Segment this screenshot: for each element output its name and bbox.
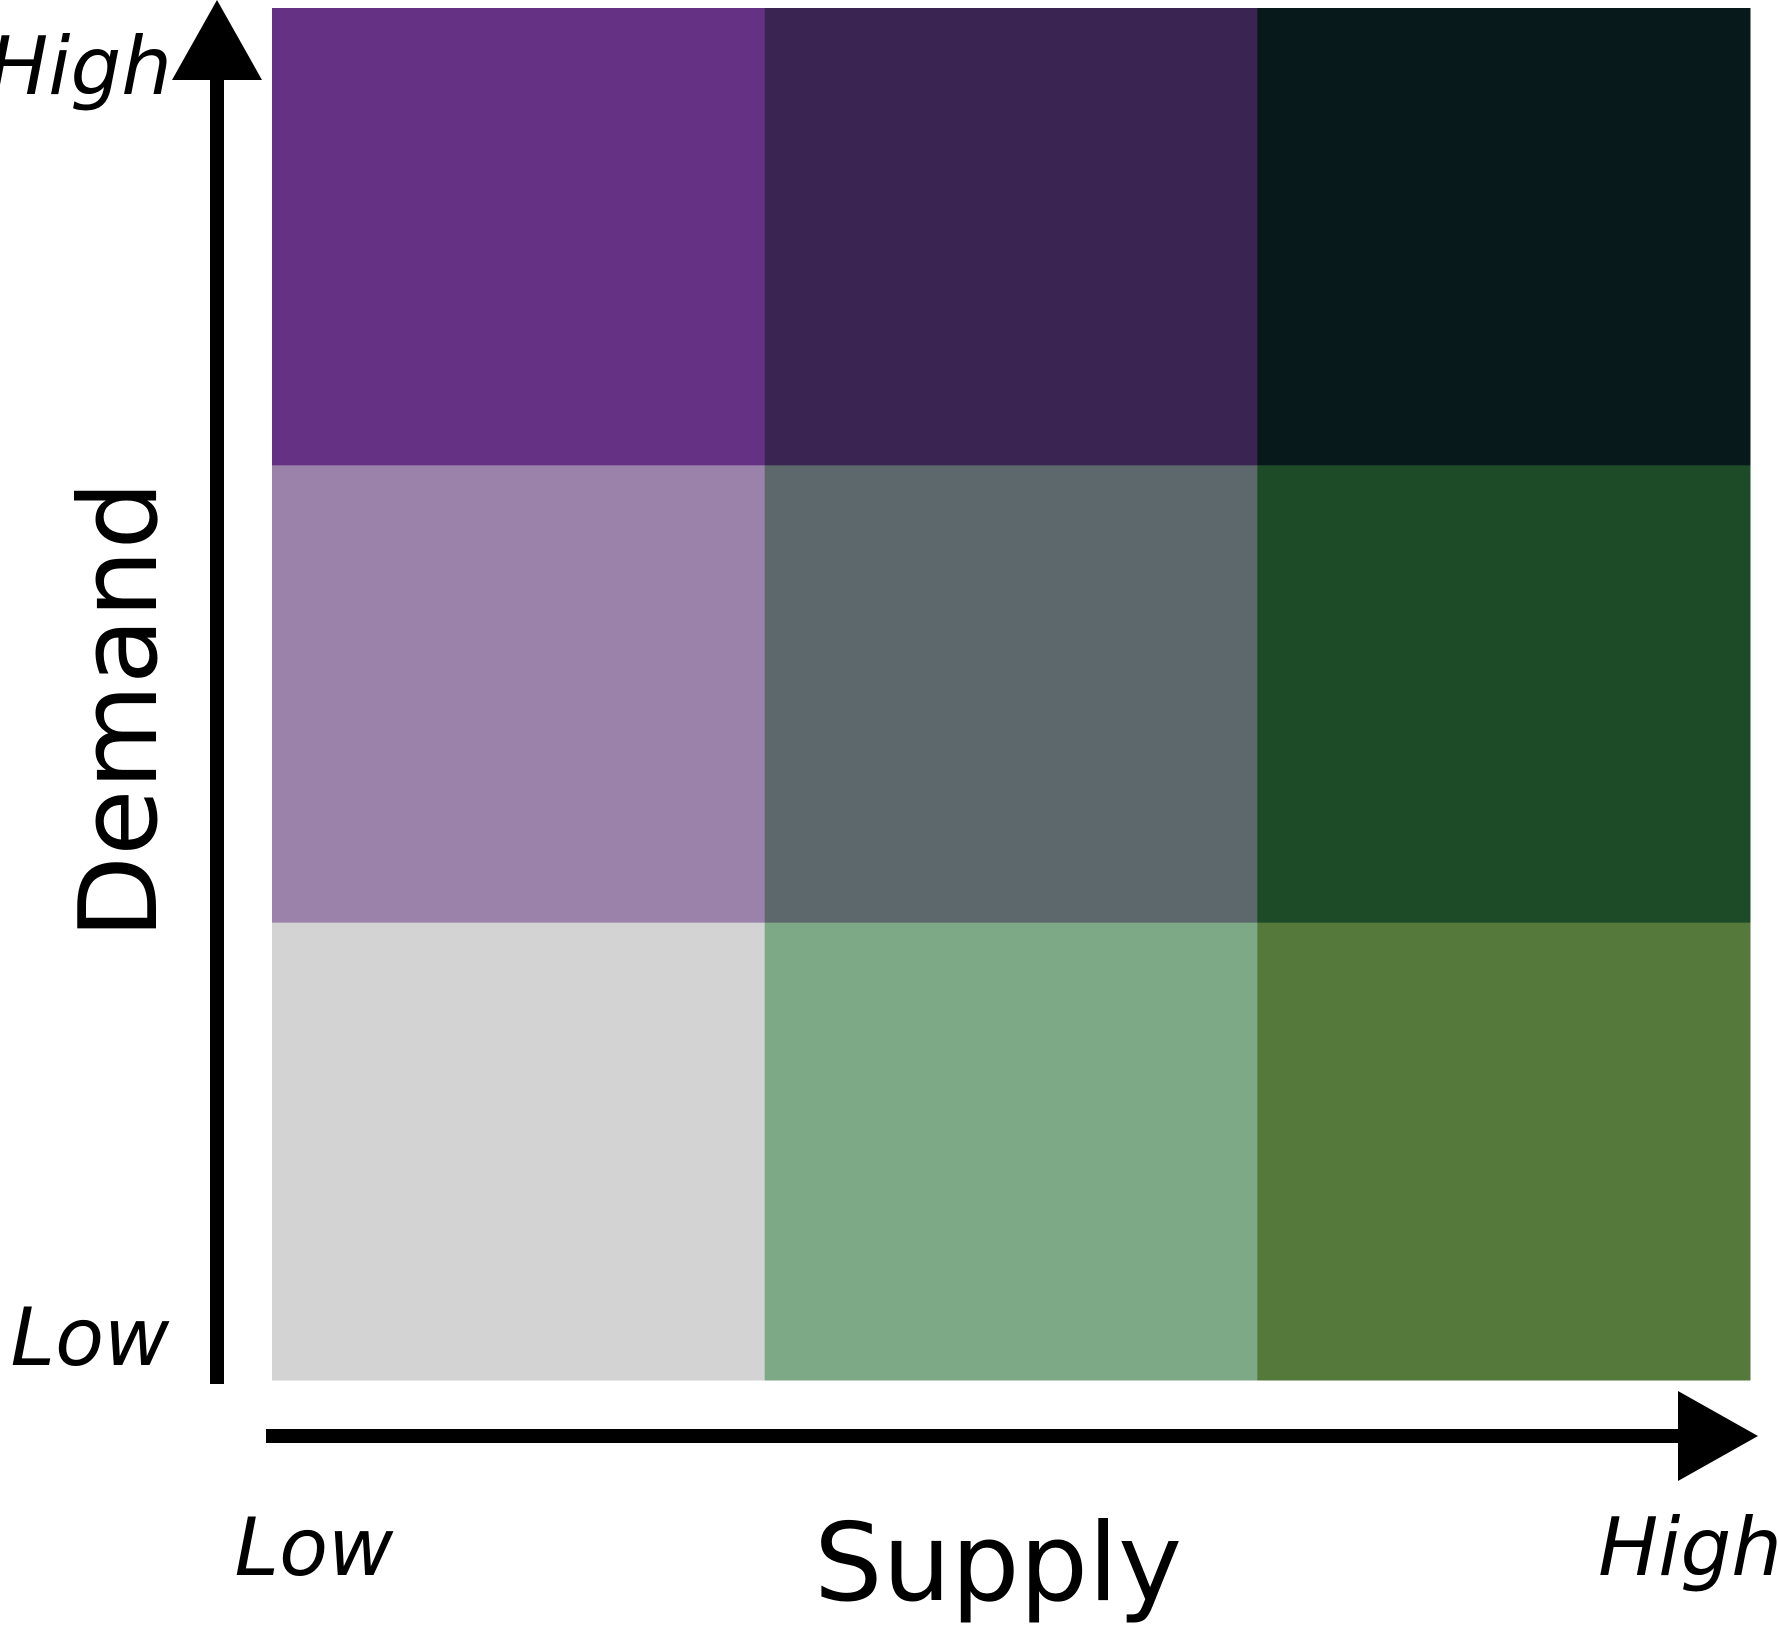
legend-cell-r3-c3 (1257, 922, 1751, 1381)
legend-cell-r3-c1 (272, 922, 766, 1381)
legend-cell-r3-c2 (764, 922, 1258, 1381)
legend-cell-r2-c2 (764, 465, 1258, 924)
legend-cell-r1-c2 (764, 8, 1258, 466)
legend-cell-r2-c1 (272, 465, 766, 924)
legend-cell-r1-c1 (272, 8, 766, 466)
x-axis-low-label: Low (235, 1501, 395, 1594)
legend-cell-r2-c3 (1257, 465, 1751, 924)
x-axis-line (266, 1429, 1691, 1443)
y-axis-high-label: High (0, 20, 172, 113)
legend-cell-r1-c3 (1257, 8, 1751, 466)
y-axis-low-label: Low (11, 1291, 171, 1384)
legend-grid (272, 8, 1751, 1381)
y-axis-arrowhead (172, 0, 262, 80)
y-axis-arrow (172, 0, 262, 1384)
x-axis-title: Supply (814, 1501, 1182, 1626)
x-axis-arrowhead (1678, 1391, 1758, 1481)
x-axis-high-label: High (1598, 1501, 1778, 1594)
y-axis-title: Demand (57, 481, 182, 939)
y-axis-line (210, 72, 224, 1384)
x-axis-arrow (266, 1391, 1758, 1481)
